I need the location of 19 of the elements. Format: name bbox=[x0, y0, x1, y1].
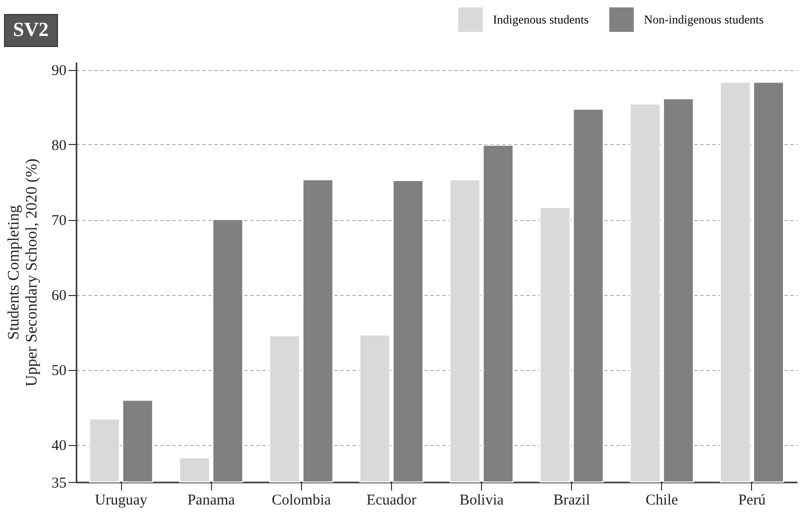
y-tick-label: 35 bbox=[52, 476, 66, 492]
y-tick-label: 70 bbox=[52, 213, 66, 229]
x-tick-label: Colombia bbox=[272, 492, 332, 508]
x-tick-label: Chile bbox=[646, 492, 678, 508]
y-tick-label: 40 bbox=[52, 438, 66, 454]
x-tick-label: Uruguay bbox=[94, 492, 148, 508]
y-tick-label: 50 bbox=[52, 363, 66, 379]
chart-title: SV2 bbox=[4, 14, 58, 47]
x-tick-label: Ecuador bbox=[366, 492, 416, 508]
x-tick-label: Bolivia bbox=[459, 492, 504, 508]
x-tick-label: Perú bbox=[738, 492, 766, 508]
legend-label: Indigenous students bbox=[493, 12, 589, 27]
y-tick-label: 90 bbox=[52, 63, 66, 79]
x-tick-label: Brazil bbox=[553, 492, 590, 508]
y-axis-title: Students Completing Upper Secondary School, 2020 (%) bbox=[6, 158, 40, 386]
y-tick-label: 60 bbox=[52, 288, 66, 304]
x-tick-label: Panama bbox=[187, 492, 236, 508]
legend-label: Non-indigenous students bbox=[644, 12, 764, 27]
y-tick-label: 80 bbox=[52, 138, 66, 154]
